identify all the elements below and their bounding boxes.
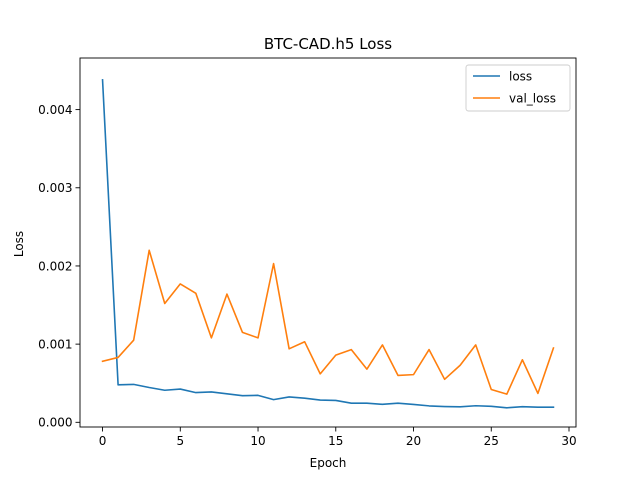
x-tick-label: 30 <box>561 434 576 448</box>
plot-area: 0 5 10 15 20 25 30 0.000 0.001 0.002 0.003 0.004 <box>38 57 577 448</box>
legend-label-loss: loss <box>509 69 532 83</box>
y-tick-label: 0.001 <box>38 337 72 351</box>
x-tick-label: 5 <box>176 434 184 448</box>
x-tick-label: 15 <box>328 434 343 448</box>
x-tick-label: 10 <box>250 434 265 448</box>
axes-frame <box>79 57 577 428</box>
series-line-loss <box>101 79 555 409</box>
legend-label-val-loss: val_loss <box>509 91 556 105</box>
x-axis-label: Epoch <box>310 456 347 470</box>
y-tick-label: 0.002 <box>38 259 72 273</box>
legend: loss val_loss <box>465 64 571 112</box>
y-tick-label: 0.003 <box>38 181 72 195</box>
x-tick-label: 20 <box>406 434 421 448</box>
chart-title: BTC-CAD.h5 Loss <box>264 35 392 53</box>
y-tick-label: 0.004 <box>38 103 72 117</box>
y-tick-label: 0.000 <box>38 416 72 430</box>
x-tick-label: 0 <box>99 434 107 448</box>
series-line-val-loss <box>101 249 555 395</box>
y-axis-label: Loss <box>12 231 26 257</box>
x-tick-label: 25 <box>484 434 499 448</box>
